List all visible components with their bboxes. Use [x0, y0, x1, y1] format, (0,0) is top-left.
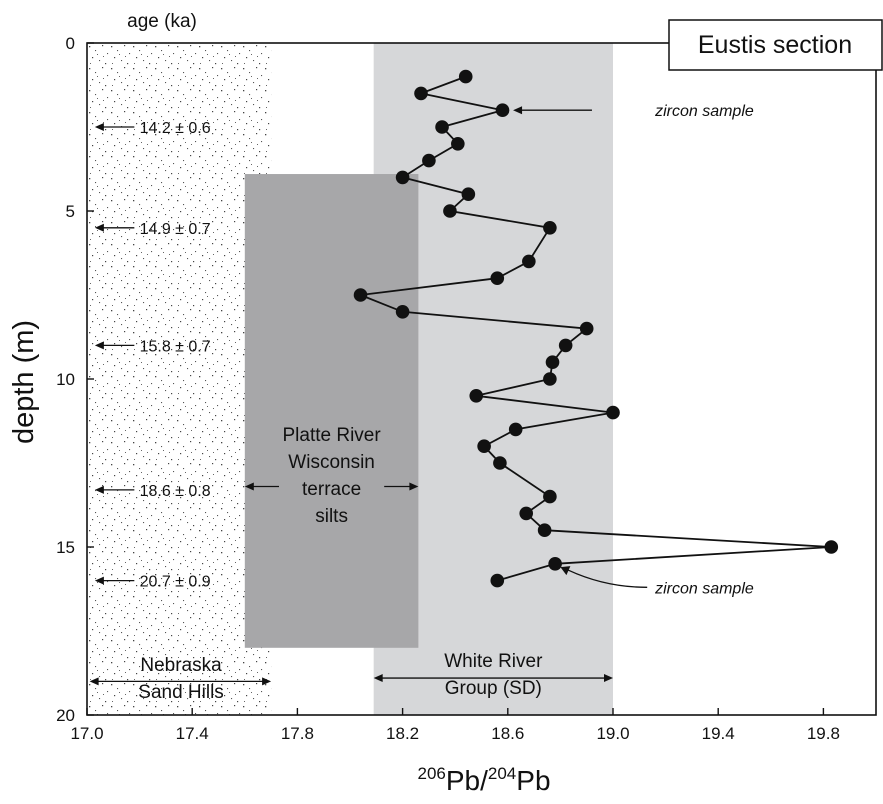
age-label: 18.6 ± 0.8	[140, 483, 211, 500]
white-river-label: White River	[444, 651, 543, 672]
x-tick-label: 17.8	[281, 724, 314, 743]
x-tick-label: 19.4	[702, 724, 735, 743]
age-label: 20.7 ± 0.9	[140, 574, 211, 591]
y-tick-label: 10	[56, 370, 75, 389]
data-point	[824, 540, 839, 554]
data-point	[537, 523, 552, 537]
x-tick-label: 17.4	[176, 724, 209, 743]
data-point	[414, 86, 428, 101]
sand-hills-label: Nebraska	[140, 655, 222, 676]
data-point	[443, 204, 457, 218]
y-tick-label: 5	[66, 202, 75, 221]
age-arrow-head	[94, 576, 104, 585]
data-point	[545, 355, 560, 370]
ages-layer: 14.2 ± 0.6 14.9 ± 0.7 15.8 ± 0.7 18.6 ± 0.8…	[94, 120, 211, 591]
y-tick-label: 20	[56, 706, 75, 725]
data-point	[493, 456, 507, 470]
zircon-arrow-2-line	[568, 569, 648, 588]
sand-hills-arrow-left	[89, 677, 99, 686]
sand-hills-label: Sand Hills	[138, 682, 224, 703]
white-river-arrow-right	[604, 674, 613, 683]
age-arrow-head	[94, 485, 104, 494]
data-point	[490, 271, 505, 286]
age-label: 14.9 ± 0.7	[140, 221, 211, 238]
sand-hills-arrow-right	[262, 677, 272, 686]
platte-arrow-right	[409, 482, 419, 491]
data-point	[490, 573, 505, 588]
y-tick-label: 0	[66, 34, 75, 53]
white-river-arrow-left	[373, 674, 383, 683]
x-axis-title: 206Pb/204Pb	[417, 764, 550, 796]
labels-layer: Nebraska Sand Hills Platte River Wisconsin t…	[89, 103, 754, 703]
platte-river-label: silts	[315, 506, 348, 527]
series-layer	[353, 69, 839, 588]
sand-hills-column	[87, 43, 272, 715]
data-point	[451, 137, 465, 151]
y-axis-title: depth (m)	[8, 320, 40, 444]
data-point	[495, 103, 510, 117]
y-tick-label: 15	[56, 538, 75, 557]
platte-river-label: Platte River	[282, 425, 381, 446]
chart-title: Eustis section	[698, 31, 852, 59]
data-point	[579, 321, 594, 336]
x-tick-label: 19.8	[807, 724, 840, 743]
platte-river-block	[244, 174, 419, 648]
platte-arrow-left	[244, 482, 254, 491]
data-point	[435, 120, 449, 134]
age-label: 15.8 ± 0.7	[140, 338, 211, 355]
x-tick-label: 17.0	[70, 724, 103, 743]
data-point	[558, 338, 573, 353]
data-point	[543, 489, 557, 504]
zircon-label-2: zircon sample	[654, 580, 754, 597]
age-arrow-head	[94, 341, 104, 350]
x-tick-label: 18.2	[386, 724, 419, 743]
age-axis-label: age (ka)	[127, 11, 197, 32]
regions-layer	[87, 43, 613, 715]
x-axis-pb-1: Pb/	[446, 765, 488, 796]
data-point	[458, 69, 473, 84]
data-point	[469, 389, 484, 403]
data-point	[353, 288, 368, 302]
x-axis-sup-204: 204	[488, 764, 516, 783]
data-point	[395, 170, 410, 185]
data-point	[461, 187, 476, 201]
white-river-label: Group (SD)	[445, 678, 542, 699]
title-box	[668, 19, 883, 71]
data-point	[422, 153, 436, 168]
data-point	[606, 405, 620, 420]
data-point	[508, 422, 523, 437]
data-point	[543, 372, 557, 386]
age-arrow-head	[94, 223, 104, 232]
zircon-arrow-1-head	[513, 106, 523, 115]
x-axis-pb-2: Pb	[516, 765, 550, 796]
x-tick-label: 18.6	[491, 724, 524, 743]
age-arrow-head	[94, 123, 104, 131]
platte-river-label: Wisconsin	[288, 452, 375, 473]
x-tick-label: 19.0	[596, 724, 629, 743]
data-point	[548, 557, 562, 571]
zircon-arrow-2-head	[560, 566, 571, 576]
axes-layer: 17.0 17.4 17.8 18.2 18.6 19.0 19.4 19.8 0 5 10 15 20	[56, 34, 877, 743]
age-label: 14.2 ± 0.6	[140, 120, 211, 137]
x-axis-sup-206: 206	[417, 764, 445, 783]
data-point	[395, 305, 410, 319]
data-point	[519, 506, 534, 521]
zircon-label-1: zircon sample	[654, 103, 754, 120]
platte-river-label: terrace	[302, 479, 361, 500]
data-point	[543, 221, 557, 235]
data-point	[522, 254, 536, 269]
data-point	[477, 439, 491, 454]
